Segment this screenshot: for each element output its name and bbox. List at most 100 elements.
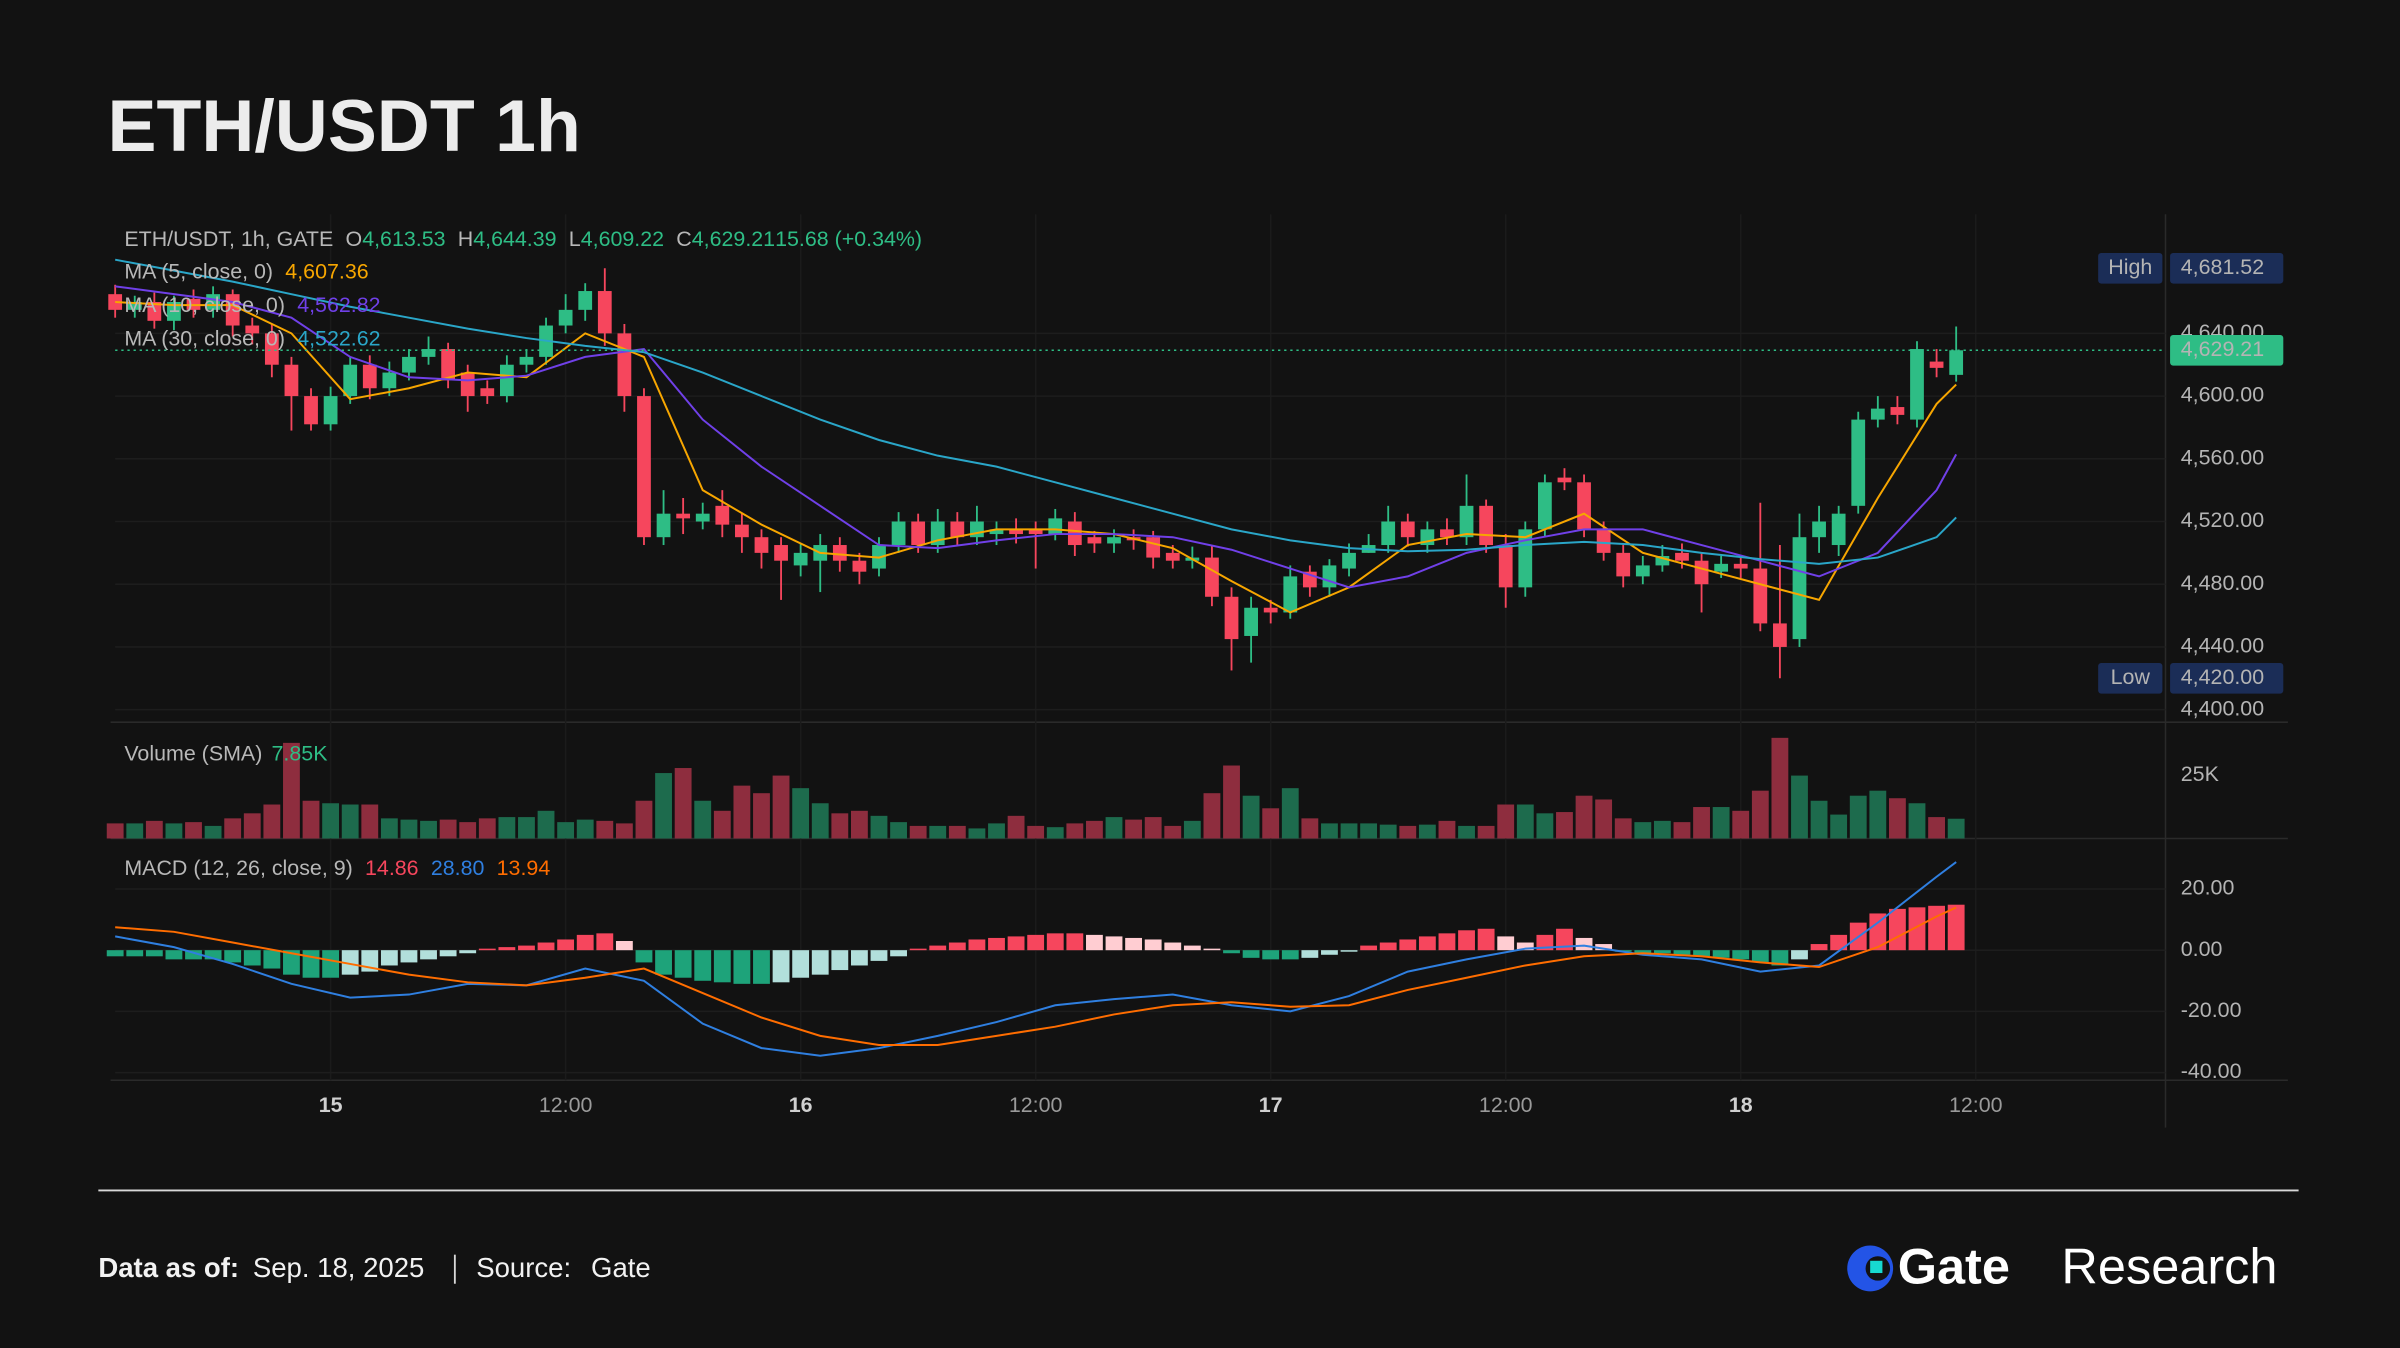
marker-tag-label: Low — [2111, 665, 2151, 689]
legend: MA (10, close, 0) 4,562.82 — [124, 293, 380, 317]
candle-body — [264, 333, 279, 365]
macd-histogram-bar — [1242, 950, 1260, 958]
macd-histogram-bar — [1399, 939, 1417, 951]
volume-bar — [302, 800, 320, 839]
candle-body — [735, 524, 749, 538]
volume-bar — [1653, 820, 1671, 839]
footer-source-label: Source: — [476, 1252, 571, 1283]
volume-bar — [185, 822, 202, 839]
candle-body — [1165, 552, 1180, 561]
legend-series-name: MA (30, close, 0) — [124, 326, 285, 350]
legend-key: H — [458, 227, 473, 251]
macd-histogram-bar — [1869, 913, 1887, 951]
candle-body — [1616, 552, 1631, 577]
legend-value: 28.80 — [431, 856, 485, 880]
volume-bar — [1693, 807, 1710, 839]
candle-body — [950, 521, 965, 538]
candle-body — [1263, 607, 1278, 613]
macd-histogram-bar — [968, 939, 986, 951]
y-tick-label: 4,520.00 — [2181, 508, 2264, 532]
volume-bar — [635, 800, 653, 839]
macd-histogram-bar — [1947, 904, 1965, 951]
macd-histogram-bar — [1771, 950, 1789, 966]
macd-histogram-bar — [380, 950, 398, 966]
legend: MA (5, close, 0) 4,607.36 — [124, 259, 368, 283]
candle-body — [1714, 563, 1729, 572]
x-tick-label: 12:00 — [1009, 1093, 1063, 1117]
marker-value-label: 4,681.52 — [2181, 255, 2264, 279]
volume-bar — [909, 825, 927, 839]
candle-body — [245, 325, 260, 334]
volume-bar — [694, 800, 712, 839]
macd-histogram-bar — [557, 939, 575, 951]
candle-body — [1675, 552, 1689, 561]
volume-bar — [596, 820, 614, 839]
macd-histogram-bar — [263, 950, 281, 969]
volume-bar — [831, 813, 849, 839]
volume-bar — [1947, 818, 1965, 839]
macd-histogram-bar — [1693, 950, 1710, 957]
candle-body — [832, 545, 847, 561]
volume-bar — [106, 823, 124, 839]
volume-bar — [1869, 790, 1887, 839]
legend-key: L — [569, 227, 581, 251]
macd-histogram-bar — [615, 940, 633, 951]
macd-histogram-bar — [1595, 944, 1613, 951]
macd-histogram-bar — [870, 950, 888, 961]
candle-body — [1244, 607, 1258, 636]
candle-body — [1851, 419, 1866, 506]
page-title: ETH/USDT 1h — [108, 85, 581, 167]
marker-value-badge — [2170, 662, 2284, 694]
legend-value: 4,613.53 — [362, 227, 445, 251]
candle-body — [637, 396, 651, 538]
candle-body — [793, 552, 808, 566]
volume-bar — [1321, 823, 1338, 839]
macd-histogram-bar — [1262, 950, 1280, 960]
candle-body — [1537, 482, 1552, 530]
volume-bar — [968, 828, 986, 839]
volume-bar — [1242, 795, 1260, 839]
volume-bar — [1418, 824, 1436, 839]
macd-histogram-bar — [224, 950, 242, 963]
candle-body — [1283, 576, 1298, 613]
volume-bar — [537, 810, 555, 839]
macd-histogram-bar — [243, 950, 261, 966]
volume-bar — [1791, 775, 1808, 839]
y-tick-label: 25K — [2181, 762, 2220, 786]
candle-body — [343, 364, 358, 397]
volume-bar — [929, 825, 947, 839]
macd-histogram-bar — [890, 950, 907, 957]
volume-bar — [439, 819, 457, 839]
macd-histogram-bar — [1477, 928, 1495, 951]
volume-bar — [1438, 820, 1456, 839]
candle-body — [1655, 556, 1670, 566]
candle-body — [480, 388, 495, 397]
volume-bar — [243, 813, 261, 839]
legend-value: 14.86 — [365, 856, 419, 880]
y-tick-label: 4,440.00 — [2181, 634, 2264, 658]
macd-histogram-bar — [655, 950, 672, 975]
candle-body — [1146, 537, 1161, 558]
volume-bar — [498, 817, 516, 839]
line — [115, 285, 1958, 589]
candle-body — [323, 396, 338, 425]
legend-key: O — [346, 227, 363, 251]
volume-bar — [655, 773, 672, 839]
candle-body — [1773, 623, 1787, 647]
candle-body — [1557, 477, 1572, 483]
y-tick-label: 4,400.00 — [2181, 696, 2264, 720]
macd-histogram-bar — [1340, 950, 1358, 952]
candle-body — [460, 372, 475, 397]
volume-bar — [713, 810, 731, 839]
macd-histogram-bar — [1144, 939, 1162, 951]
legend-series-value: 4,562.82 — [297, 293, 380, 317]
macd-histogram-bar — [302, 950, 320, 978]
macd-histogram-bar — [478, 948, 496, 951]
macd-histogram-bar — [459, 950, 477, 954]
volume-bar — [518, 817, 535, 839]
candle-body — [402, 356, 416, 373]
macd-histogram-bar — [1751, 950, 1769, 963]
macd-histogram-bar — [850, 950, 868, 966]
